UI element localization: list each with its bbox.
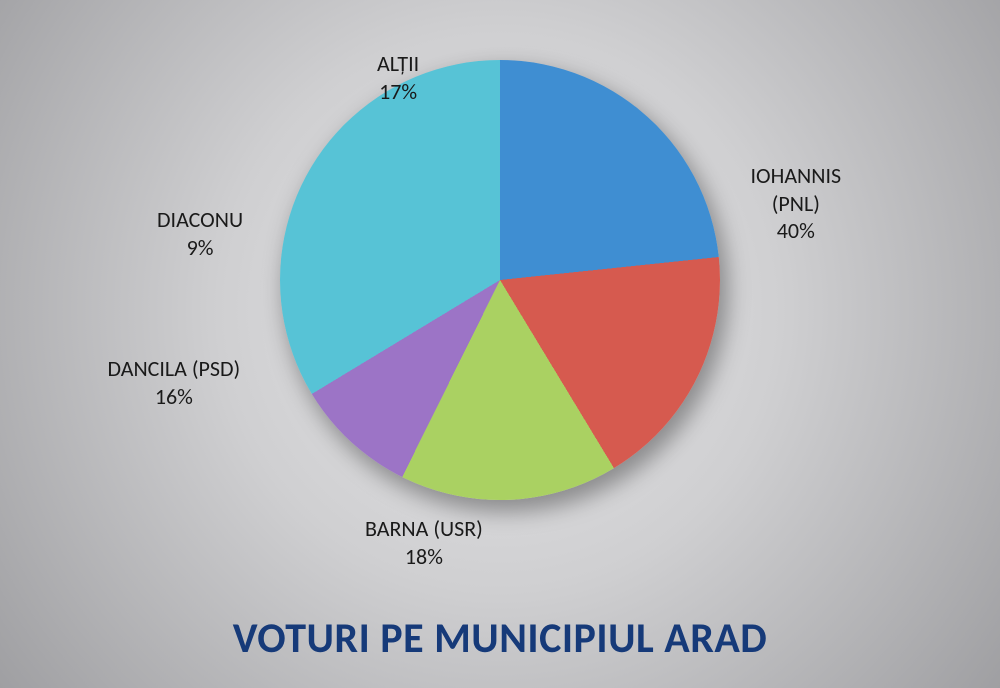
chart-background: IOHANNIS (PNL) 40% BARNA (USR) 18% DANCI… <box>0 0 1000 688</box>
slice-label-dancila: DANCILA (PSD) 16% <box>108 355 241 410</box>
slice-label-altii: ALȚII 17% <box>377 50 419 105</box>
chart-title: VOTURI PE MUNICIPIUL ARAD <box>0 613 1000 664</box>
slice-label-barna: BARNA (USR) 18% <box>365 515 483 570</box>
pie-chart: IOHANNIS (PNL) 40% BARNA (USR) 18% DANCI… <box>0 0 1000 688</box>
slice-label-diaconu: DIACONU 9% <box>157 206 243 261</box>
pie-wrap <box>280 60 720 500</box>
pie <box>280 60 720 500</box>
slice-label-iohannis: IOHANNIS (PNL) 40% <box>751 162 842 245</box>
